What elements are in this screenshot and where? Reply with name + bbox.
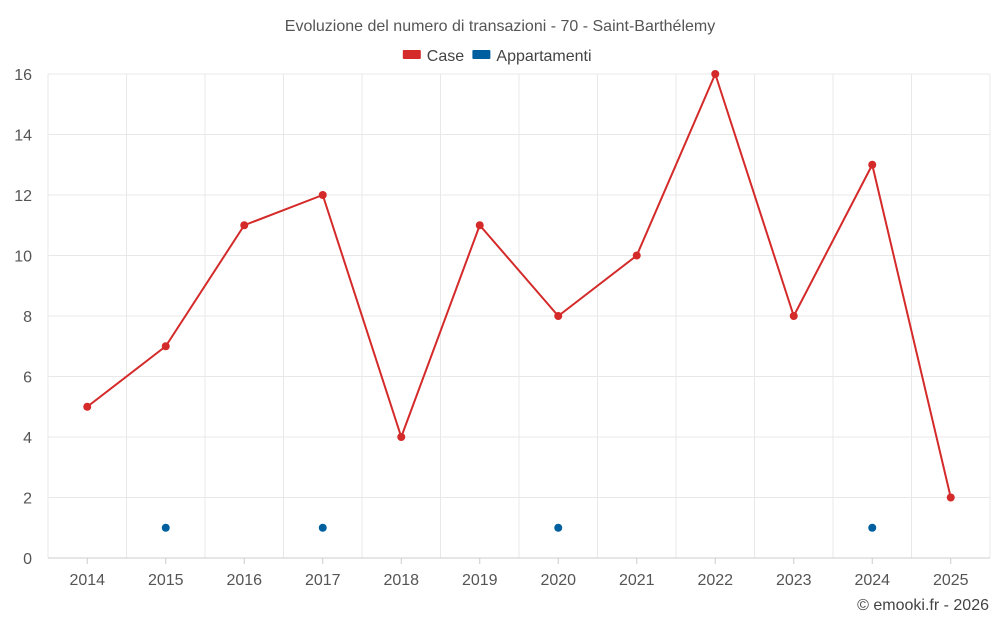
legend-label-appartamenti: Appartamenti xyxy=(496,48,591,65)
data-point-case-2025 xyxy=(946,493,955,502)
x-tick-label: 2023 xyxy=(776,572,812,589)
legend-swatch-case xyxy=(402,50,421,59)
data-point-appartamenti-2024 xyxy=(868,523,877,532)
data-point-appartamenti-2017 xyxy=(318,523,327,532)
data-point-case-2020 xyxy=(554,312,563,320)
x-tick-label: 2018 xyxy=(383,572,419,589)
grid xyxy=(47,73,991,558)
series-line-case xyxy=(86,73,952,498)
data-point-case-2018 xyxy=(397,433,406,441)
credit-text: © emooki.fr - 2026 xyxy=(857,597,989,614)
y-tick-label: 14 xyxy=(14,128,32,145)
data-point-case-2015 xyxy=(161,342,170,351)
data-point-appartamenti-2020 xyxy=(554,523,563,532)
x-tick-label: 2017 xyxy=(305,572,341,589)
legend: Case Appartamenti xyxy=(402,48,592,65)
data-point-case-2014 xyxy=(83,402,92,411)
data-point-case-2022 xyxy=(711,70,720,78)
y-tick-label: 6 xyxy=(23,370,32,387)
x-tick-label: 2025 xyxy=(933,572,969,589)
axes: 0 2 4 6 8 10 12 14 16 2014 2015 2016 2017 2018 2019 202… xyxy=(14,67,990,589)
x-tick-label: 2015 xyxy=(148,572,184,589)
x-tick-label: 2021 xyxy=(619,572,655,589)
legend-label-case: Case xyxy=(427,48,464,65)
data-point-appartamenti-2015 xyxy=(161,523,170,532)
x-tick-label: 2024 xyxy=(854,572,890,589)
legend-swatch-appartamenti xyxy=(472,50,491,59)
x-tick-label: 2019 xyxy=(462,572,498,589)
x-tick-label: 2020 xyxy=(540,572,576,589)
data-point-case-2017 xyxy=(318,191,327,199)
y-tick-label: 8 xyxy=(23,309,32,326)
y-tick-label: 4 xyxy=(23,430,32,447)
x-tick-label: 2016 xyxy=(226,572,262,589)
chart-title: Evoluzione del numero di transazioni - 7… xyxy=(285,18,715,35)
y-tick-label: 10 xyxy=(14,249,32,266)
data-point-case-2023 xyxy=(789,312,798,320)
data-point-case-2016 xyxy=(240,221,249,230)
y-tick-label: 16 xyxy=(14,67,32,84)
data-point-case-2021 xyxy=(632,251,641,260)
y-tick-label: 0 xyxy=(23,551,32,568)
y-tick-label: 12 xyxy=(14,188,32,205)
data-point-case-2019 xyxy=(475,221,484,230)
data-point-case-2024 xyxy=(868,160,877,169)
x-tick-label: 2022 xyxy=(697,572,733,589)
series-layer xyxy=(83,70,955,532)
x-tick-label: 2014 xyxy=(69,572,105,589)
y-tick-label: 2 xyxy=(23,491,32,508)
